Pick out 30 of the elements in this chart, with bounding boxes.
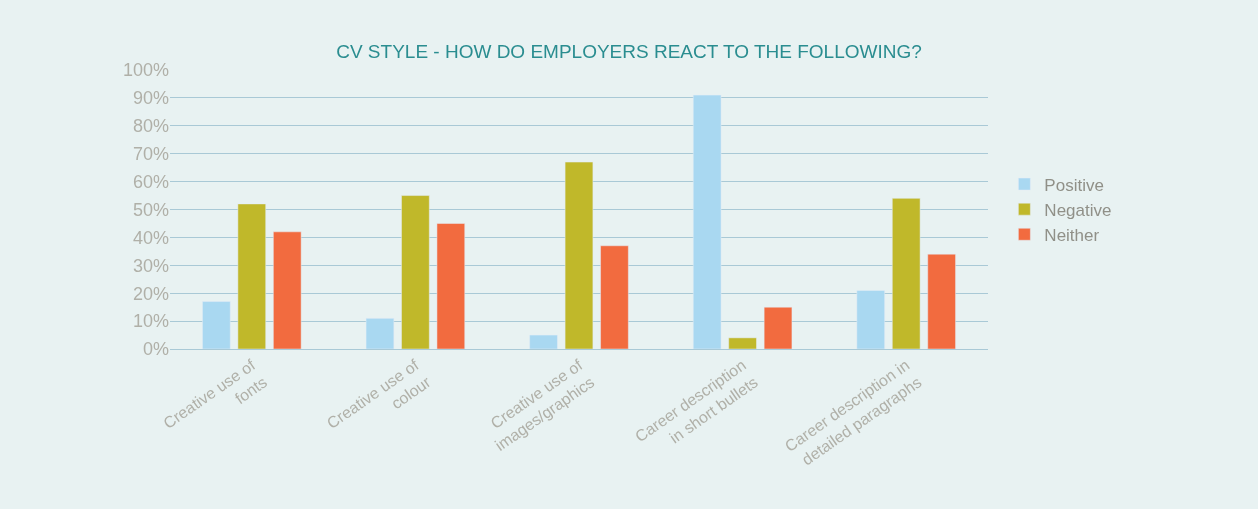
- y-tick-label: 20%: [132, 283, 169, 304]
- bar: [856, 290, 885, 349]
- y-tick-label: 80%: [132, 116, 169, 137]
- legend-label: Negative: [1044, 200, 1112, 220]
- legend-label: Positive: [1044, 175, 1104, 195]
- bar: [564, 161, 594, 349]
- bar: [763, 306, 793, 349]
- bar: [600, 245, 629, 349]
- bar: [436, 223, 465, 349]
- bar: [728, 337, 757, 349]
- bar: [529, 334, 558, 349]
- bar: [273, 231, 302, 349]
- bar: [892, 198, 921, 349]
- y-tick-label: 70%: [132, 144, 169, 164]
- y-tick-label: 90%: [132, 88, 169, 109]
- y-tick-label: 40%: [132, 227, 169, 248]
- y-tick-label: 10%: [132, 311, 169, 332]
- y-tick-label: 50%: [132, 199, 169, 220]
- legend-label: Neither: [1044, 225, 1100, 245]
- chart-title: CV STYLE - HOW DO EMPLOYERS REACT TO THE FOLLOWING?: [336, 40, 922, 62]
- bar: [365, 318, 395, 349]
- y-tick-label: 60%: [132, 171, 169, 192]
- bar: [401, 195, 430, 349]
- y-tick-label: 30%: [132, 255, 169, 276]
- bar: [237, 203, 266, 349]
- bar: [693, 94, 722, 349]
- bar: [202, 301, 231, 349]
- y-tick-label: 0%: [142, 339, 169, 360]
- y-tick-label: 100%: [122, 60, 169, 81]
- bar: [927, 253, 956, 349]
